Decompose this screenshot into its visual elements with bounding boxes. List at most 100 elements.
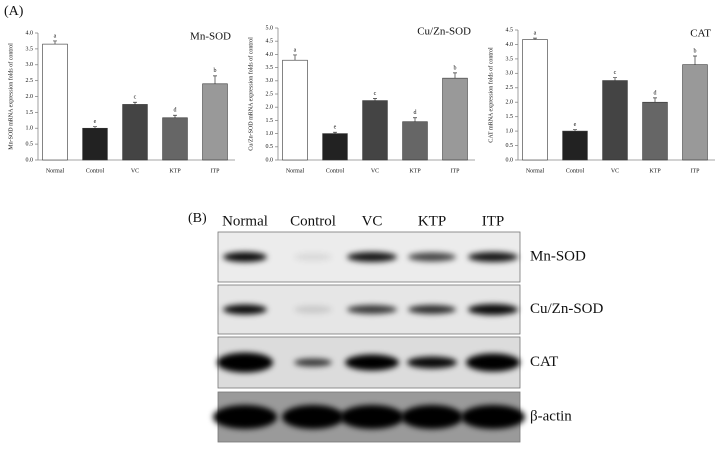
significance-letter: b [454, 65, 457, 71]
error-bar [53, 40, 57, 45]
significance-letter: d [174, 108, 177, 114]
x-tick-label: KTP [649, 168, 661, 174]
error-bar [333, 131, 337, 134]
error-bar [173, 114, 177, 118]
y-tick-label: 4.0 [26, 30, 34, 36]
x-tick-label: ITP [211, 168, 221, 174]
chart-title: CAT [690, 28, 711, 40]
bar [82, 127, 108, 161]
y-tick-label: 1.0 [26, 126, 34, 132]
x-tick-label: Control [326, 168, 345, 174]
bar [682, 64, 708, 161]
lane-label: VC [362, 213, 383, 229]
error-bar [213, 75, 217, 84]
y-tick-label: 2.5 [506, 85, 514, 91]
y-tick-label: 2.0 [506, 100, 514, 106]
y-tick-label: 0.5 [506, 143, 514, 149]
x-tick-label: KTP [169, 168, 181, 174]
y-tick-label: 0.5 [266, 144, 274, 150]
y-tick-label: 4.0 [266, 52, 274, 58]
bar [202, 83, 228, 161]
x-tick-label: VC [131, 168, 139, 174]
bar [602, 80, 628, 161]
blot-band [468, 252, 518, 262]
blot-band [408, 305, 456, 314]
error-bar [653, 97, 657, 103]
x-tick-label: Normal [286, 168, 305, 174]
significance-letter: a [534, 30, 537, 36]
row-label: Mn-SOD [530, 248, 586, 264]
error-bar [453, 72, 457, 79]
error-bar [373, 98, 377, 101]
error-bar [533, 37, 537, 40]
x-tick-label: ITP [451, 168, 461, 174]
y-tick-label: 2.0 [266, 105, 274, 111]
significance-letter: b [214, 68, 217, 74]
x-tick-label: VC [611, 168, 619, 174]
error-bar [573, 129, 577, 132]
x-tick-label: KTP [409, 168, 421, 174]
significance-letter: e [94, 119, 97, 125]
blot-band [466, 353, 520, 372]
bar [162, 117, 188, 161]
y-axis-label: Cu/Zn-SOD mRNA expression folds of contr… [247, 37, 254, 151]
y-tick-label: 2.5 [266, 91, 274, 97]
y-tick-label: 3.5 [26, 46, 34, 52]
error-bar [293, 54, 297, 61]
y-tick-label: 3.0 [26, 62, 34, 68]
y-tick-label: 3.0 [506, 71, 514, 77]
lane-label: KTP [418, 213, 446, 229]
chart-title: Cu/Zn-SOD [417, 26, 471, 38]
blot-band [461, 405, 525, 429]
lane-label: Control [290, 213, 336, 229]
blot-band [282, 405, 344, 429]
y-tick-label: 0.0 [26, 157, 34, 163]
y-tick-label: 4.5 [266, 39, 274, 45]
bar [122, 104, 148, 161]
blot-band [468, 304, 518, 315]
y-tick-label: 4.5 [506, 27, 514, 33]
bar [642, 101, 668, 161]
blot-band [347, 305, 397, 314]
significance-letter: e [334, 125, 337, 131]
blot-band [217, 352, 273, 373]
chart-title: Mn-SOD [190, 31, 231, 43]
blot-band [213, 405, 277, 429]
blot-band [347, 252, 397, 262]
bar [562, 130, 588, 161]
significance-letter: c [134, 95, 137, 101]
y-tick-label: 0.5 [26, 142, 34, 148]
blot-band [223, 304, 267, 315]
blot-band [294, 358, 332, 367]
y-tick-label: 4.0 [506, 42, 514, 48]
significance-letter: a [54, 33, 57, 39]
panel-label: (A) [4, 4, 24, 19]
error-bar [133, 101, 137, 105]
y-tick-label: 1.5 [506, 114, 514, 120]
lane-label: Normal [222, 213, 268, 229]
row-label: CAT [530, 354, 558, 370]
bar [322, 133, 348, 161]
blot-band [294, 253, 332, 261]
significance-letter: d [654, 90, 657, 96]
lane-label: ITP [482, 213, 505, 229]
significance-letter: c [614, 70, 617, 76]
y-tick-label: 3.0 [266, 78, 274, 84]
x-tick-label: Control [566, 168, 585, 174]
error-bar [93, 126, 97, 129]
y-tick-label: 5.0 [266, 25, 274, 31]
x-tick-label: Normal [46, 168, 65, 174]
significance-letter: d [414, 110, 417, 116]
significance-letter: a [294, 47, 297, 53]
significance-letter: c [374, 91, 377, 97]
panel-label: (B) [188, 211, 207, 226]
y-tick-label: 1.0 [506, 128, 514, 134]
y-tick-label: 2.5 [26, 78, 34, 84]
bar [282, 59, 308, 161]
row-label: β-actin [530, 408, 572, 424]
x-tick-label: Normal [526, 168, 545, 174]
x-tick-label: VC [371, 168, 379, 174]
error-bar [693, 55, 697, 65]
